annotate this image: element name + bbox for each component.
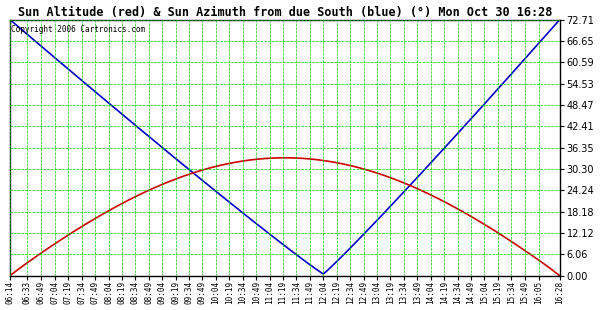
- Text: Copyright 2006 Cartronics.com: Copyright 2006 Cartronics.com: [11, 25, 145, 34]
- Title: Sun Altitude (red) & Sun Azimuth from due South (blue) (°) Mon Oct 30 16:28: Sun Altitude (red) & Sun Azimuth from du…: [17, 6, 552, 19]
